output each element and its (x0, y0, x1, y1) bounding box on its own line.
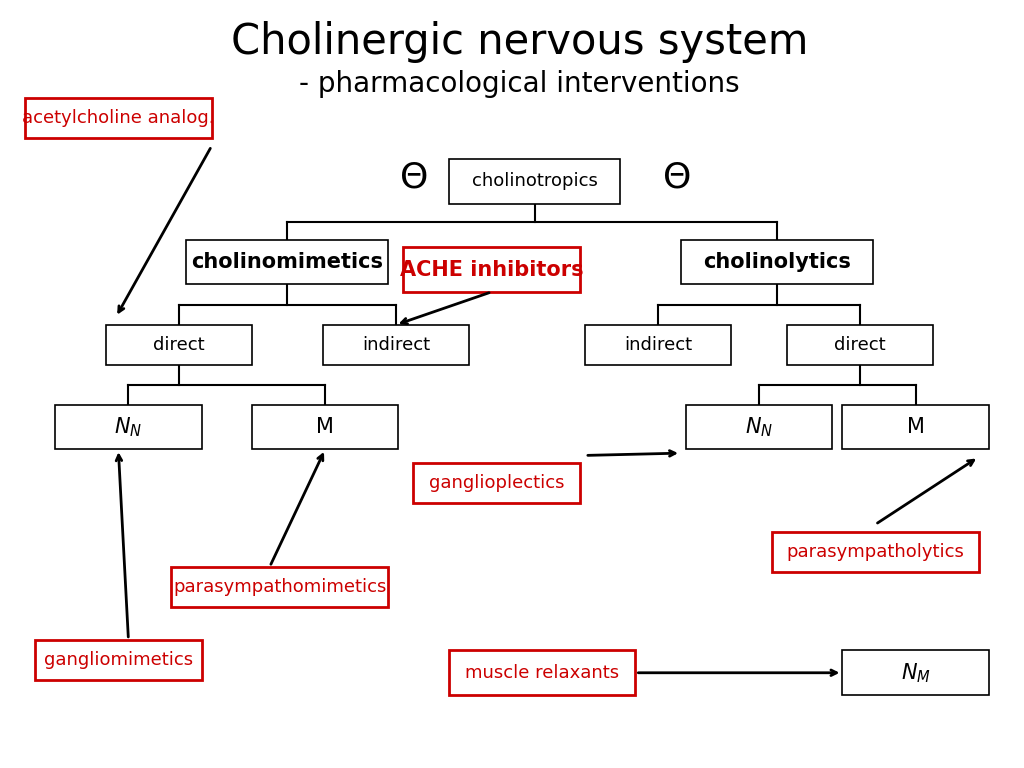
Text: ganglioplectics: ganglioplectics (429, 474, 564, 492)
Text: parasympatholytics: parasympatholytics (786, 543, 965, 561)
FancyBboxPatch shape (449, 159, 621, 204)
FancyBboxPatch shape (323, 325, 469, 365)
FancyBboxPatch shape (403, 247, 580, 292)
FancyBboxPatch shape (843, 650, 989, 695)
FancyBboxPatch shape (449, 650, 636, 695)
Text: $N_N$: $N_N$ (745, 415, 773, 439)
FancyBboxPatch shape (186, 240, 388, 284)
FancyBboxPatch shape (681, 240, 872, 284)
Text: acetylcholine analog.: acetylcholine analog. (23, 109, 215, 127)
FancyBboxPatch shape (786, 325, 933, 365)
Text: indirect: indirect (361, 336, 430, 354)
Text: cholinotropics: cholinotropics (472, 172, 598, 190)
Text: $\Theta$: $\Theta$ (662, 161, 690, 194)
Text: ACHE inhibitors: ACHE inhibitors (400, 260, 584, 280)
FancyBboxPatch shape (25, 98, 212, 138)
FancyBboxPatch shape (55, 405, 202, 449)
Text: $\Theta$: $\Theta$ (399, 161, 428, 194)
Text: - pharmacological interventions: - pharmacological interventions (299, 71, 739, 98)
Text: Cholinergic nervous system: Cholinergic nervous system (230, 22, 808, 63)
Text: cholinomimetics: cholinomimetics (191, 252, 383, 272)
Text: $N_M$: $N_M$ (900, 661, 931, 684)
Text: cholinolytics: cholinolytics (702, 252, 851, 272)
Text: $N_N$: $N_N$ (115, 415, 142, 439)
FancyBboxPatch shape (105, 325, 252, 365)
Text: M: M (906, 417, 925, 437)
Text: muscle relaxants: muscle relaxants (465, 664, 620, 682)
FancyBboxPatch shape (35, 640, 202, 680)
Text: gangliomimetics: gangliomimetics (44, 650, 193, 669)
FancyBboxPatch shape (252, 405, 398, 449)
FancyBboxPatch shape (171, 567, 388, 607)
Text: indirect: indirect (625, 336, 692, 354)
FancyBboxPatch shape (843, 405, 989, 449)
Text: direct: direct (835, 336, 886, 354)
Text: direct: direct (153, 336, 205, 354)
FancyBboxPatch shape (585, 325, 731, 365)
FancyBboxPatch shape (686, 405, 833, 449)
FancyBboxPatch shape (772, 532, 979, 572)
Text: parasympathomimetics: parasympathomimetics (173, 578, 386, 596)
Text: M: M (316, 417, 334, 437)
FancyBboxPatch shape (414, 463, 580, 503)
